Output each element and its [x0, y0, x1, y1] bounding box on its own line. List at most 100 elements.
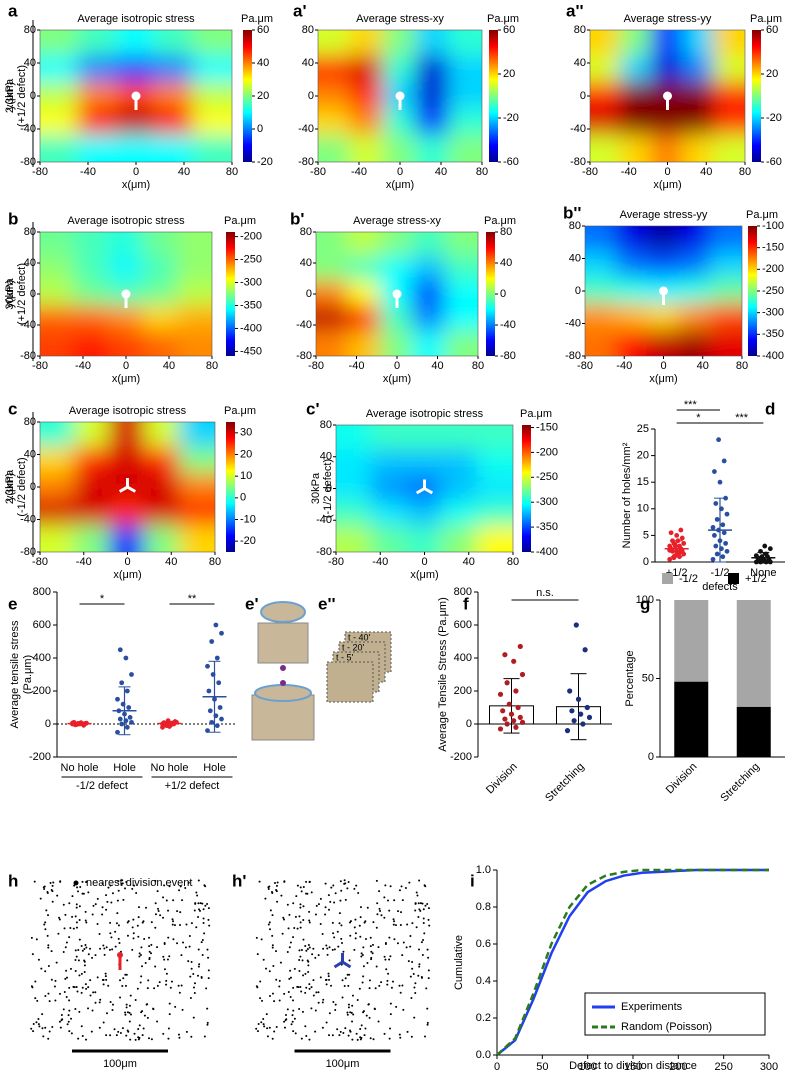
division-dot	[70, 1017, 73, 1020]
heat-cell	[107, 305, 145, 333]
division-dot	[124, 1013, 127, 1016]
heat-cell	[349, 108, 385, 137]
division-dot	[409, 975, 412, 978]
division-dot	[64, 913, 67, 916]
x-tick-label: 0	[133, 166, 139, 178]
division-dot	[321, 1026, 324, 1029]
division-dot	[282, 916, 285, 919]
division-dot	[368, 979, 371, 982]
division-dot	[39, 897, 42, 900]
division-dot	[131, 948, 134, 951]
defect-arm	[415, 487, 426, 495]
panel-label: c	[8, 399, 17, 418]
division-dot	[378, 907, 381, 910]
division-dot	[275, 1026, 278, 1029]
heatmap-cells	[590, 30, 745, 162]
division-dot	[426, 1023, 429, 1026]
legend-swatch	[728, 573, 739, 584]
division-dot	[310, 891, 313, 894]
axis-title: Average tensile stress	[9, 620, 21, 729]
division-dot	[334, 1003, 337, 1006]
defect-arm	[118, 485, 129, 493]
heat-cell	[109, 499, 146, 527]
division-dot	[78, 918, 81, 921]
division-dot	[203, 932, 206, 935]
division-dot	[349, 1030, 352, 1033]
colorbar	[226, 422, 235, 552]
division-dot	[399, 924, 402, 927]
division-dot	[67, 1014, 70, 1017]
heat-cell	[412, 255, 447, 283]
division-dot	[340, 937, 343, 940]
division-dot	[398, 889, 401, 892]
heat-cell	[441, 449, 479, 477]
division-dot	[199, 909, 202, 912]
heat-cell	[179, 447, 215, 475]
division-dot	[98, 1001, 101, 1004]
data-point	[511, 658, 517, 664]
division-dot	[268, 994, 271, 997]
panel-label: a'	[293, 1, 307, 20]
y-tick-label: 10	[637, 503, 649, 515]
division-dot	[319, 976, 322, 979]
heat-cell	[585, 329, 618, 356]
defect-head	[131, 91, 141, 101]
heat-cell	[590, 81, 622, 111]
division-dot	[333, 936, 336, 939]
division-dot	[54, 999, 57, 1002]
x-tick-label: -40	[80, 166, 96, 178]
colorbar-tick-label: -60	[503, 156, 519, 168]
division-dot	[308, 919, 311, 922]
data-point	[678, 527, 684, 533]
y-tick-label: 800	[454, 586, 472, 598]
division-dot	[354, 937, 357, 940]
colorbar-tick-label: 0	[257, 123, 263, 135]
colorbar-tick-label: -20	[766, 112, 782, 124]
division-dot	[351, 1020, 354, 1023]
division-dot	[179, 885, 182, 888]
division-dot	[187, 881, 190, 884]
division-dot	[363, 921, 366, 924]
division-dot	[122, 898, 125, 901]
heat-cell	[476, 525, 513, 552]
division-dot	[87, 986, 90, 989]
x-tick-label: 40	[165, 556, 177, 568]
division-dot	[121, 879, 124, 882]
division-dot	[143, 1014, 146, 1017]
division-dot	[384, 884, 387, 887]
y-tick-label: 600	[454, 619, 472, 631]
division-dot	[384, 958, 387, 961]
division-dot	[317, 954, 320, 957]
heat-cell	[74, 473, 111, 501]
division-dot	[289, 941, 292, 944]
division-dot	[48, 1000, 51, 1003]
division-dot	[360, 955, 363, 958]
division-dot	[286, 1008, 289, 1011]
division-dot	[85, 987, 88, 990]
division-dot	[135, 891, 138, 894]
division-dot	[132, 932, 135, 935]
division-dot	[265, 967, 268, 970]
colorbar-tick-label: -20	[503, 112, 519, 124]
x-tick-label: 80	[507, 556, 519, 568]
division-dot	[83, 948, 86, 951]
division-dot	[348, 959, 351, 962]
division-dot	[162, 916, 165, 919]
heat-cell	[154, 81, 195, 111]
division-dot	[207, 907, 210, 910]
division-dot	[388, 909, 391, 912]
division-dot	[354, 932, 357, 935]
division-dot	[258, 880, 261, 883]
data-point	[667, 556, 673, 562]
division-dot	[341, 979, 344, 982]
division-dot	[380, 981, 383, 984]
division-dot	[256, 953, 259, 956]
division-dot	[127, 1030, 130, 1033]
division-dot	[133, 1032, 136, 1035]
division-dot	[168, 1013, 171, 1016]
division-dot	[50, 978, 53, 981]
heat-cell	[370, 525, 408, 552]
division-dot	[137, 1038, 140, 1041]
legend-label: +1/2	[745, 573, 767, 585]
x-tick-label: -80	[32, 166, 48, 178]
